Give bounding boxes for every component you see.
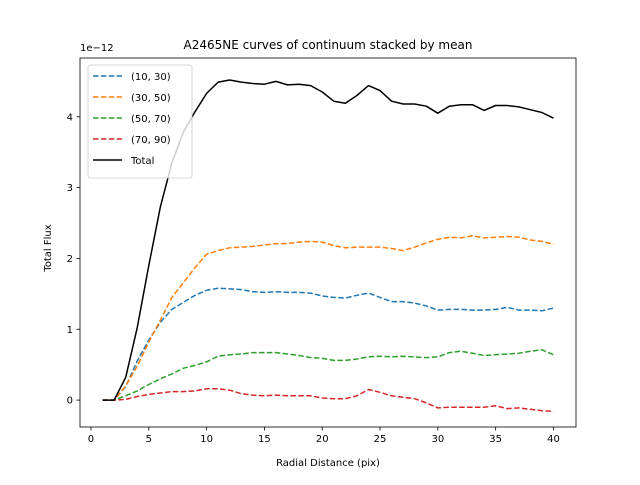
legend-label: (30, 50): [131, 93, 171, 104]
x-tick-label: 40: [547, 434, 560, 445]
y-tick-label: 0: [67, 396, 73, 407]
x-tick-label: 10: [200, 434, 213, 445]
y-tick-label: 4: [67, 112, 73, 123]
x-tick-label: 0: [88, 434, 94, 445]
y-offset-label: 1e−12: [80, 43, 114, 54]
series-line-3: [102, 388, 554, 413]
x-tick-label: 30: [431, 434, 444, 445]
series-line-1: [102, 235, 554, 401]
chart-title: A2465NE curves of continuum stacked by m…: [184, 38, 473, 52]
x-tick-label: 25: [374, 434, 387, 445]
x-tick-label: 35: [489, 434, 502, 445]
legend-label: (10, 30): [131, 72, 171, 83]
axes-frame: [79, 57, 577, 428]
legend-label: Total: [130, 156, 154, 167]
x-tick-label: 20: [316, 434, 329, 445]
legend-label: (50, 70): [131, 114, 171, 125]
legend: (10, 30) (30, 50) (50, 70) (70, 90) Total: [87, 64, 193, 179]
y-tick-label: 1: [67, 325, 73, 336]
y-axis-label: Total Flux: [43, 224, 54, 272]
series-line-0: [102, 287, 554, 401]
x-axis-label: Radial Distance (pix): [276, 458, 380, 469]
series-line-2: [102, 349, 554, 401]
y-tick-label: 2: [67, 254, 73, 265]
y-tick-label: 3: [67, 183, 73, 194]
axes-group: 0 5 10 15 20 25 30 35 40 0 1 2 3 4: [67, 57, 577, 445]
x-tick-label: 15: [258, 434, 271, 445]
legend-box: [87, 64, 193, 179]
legend-label: (70, 90): [131, 135, 171, 146]
x-tick-label: 5: [146, 434, 152, 445]
